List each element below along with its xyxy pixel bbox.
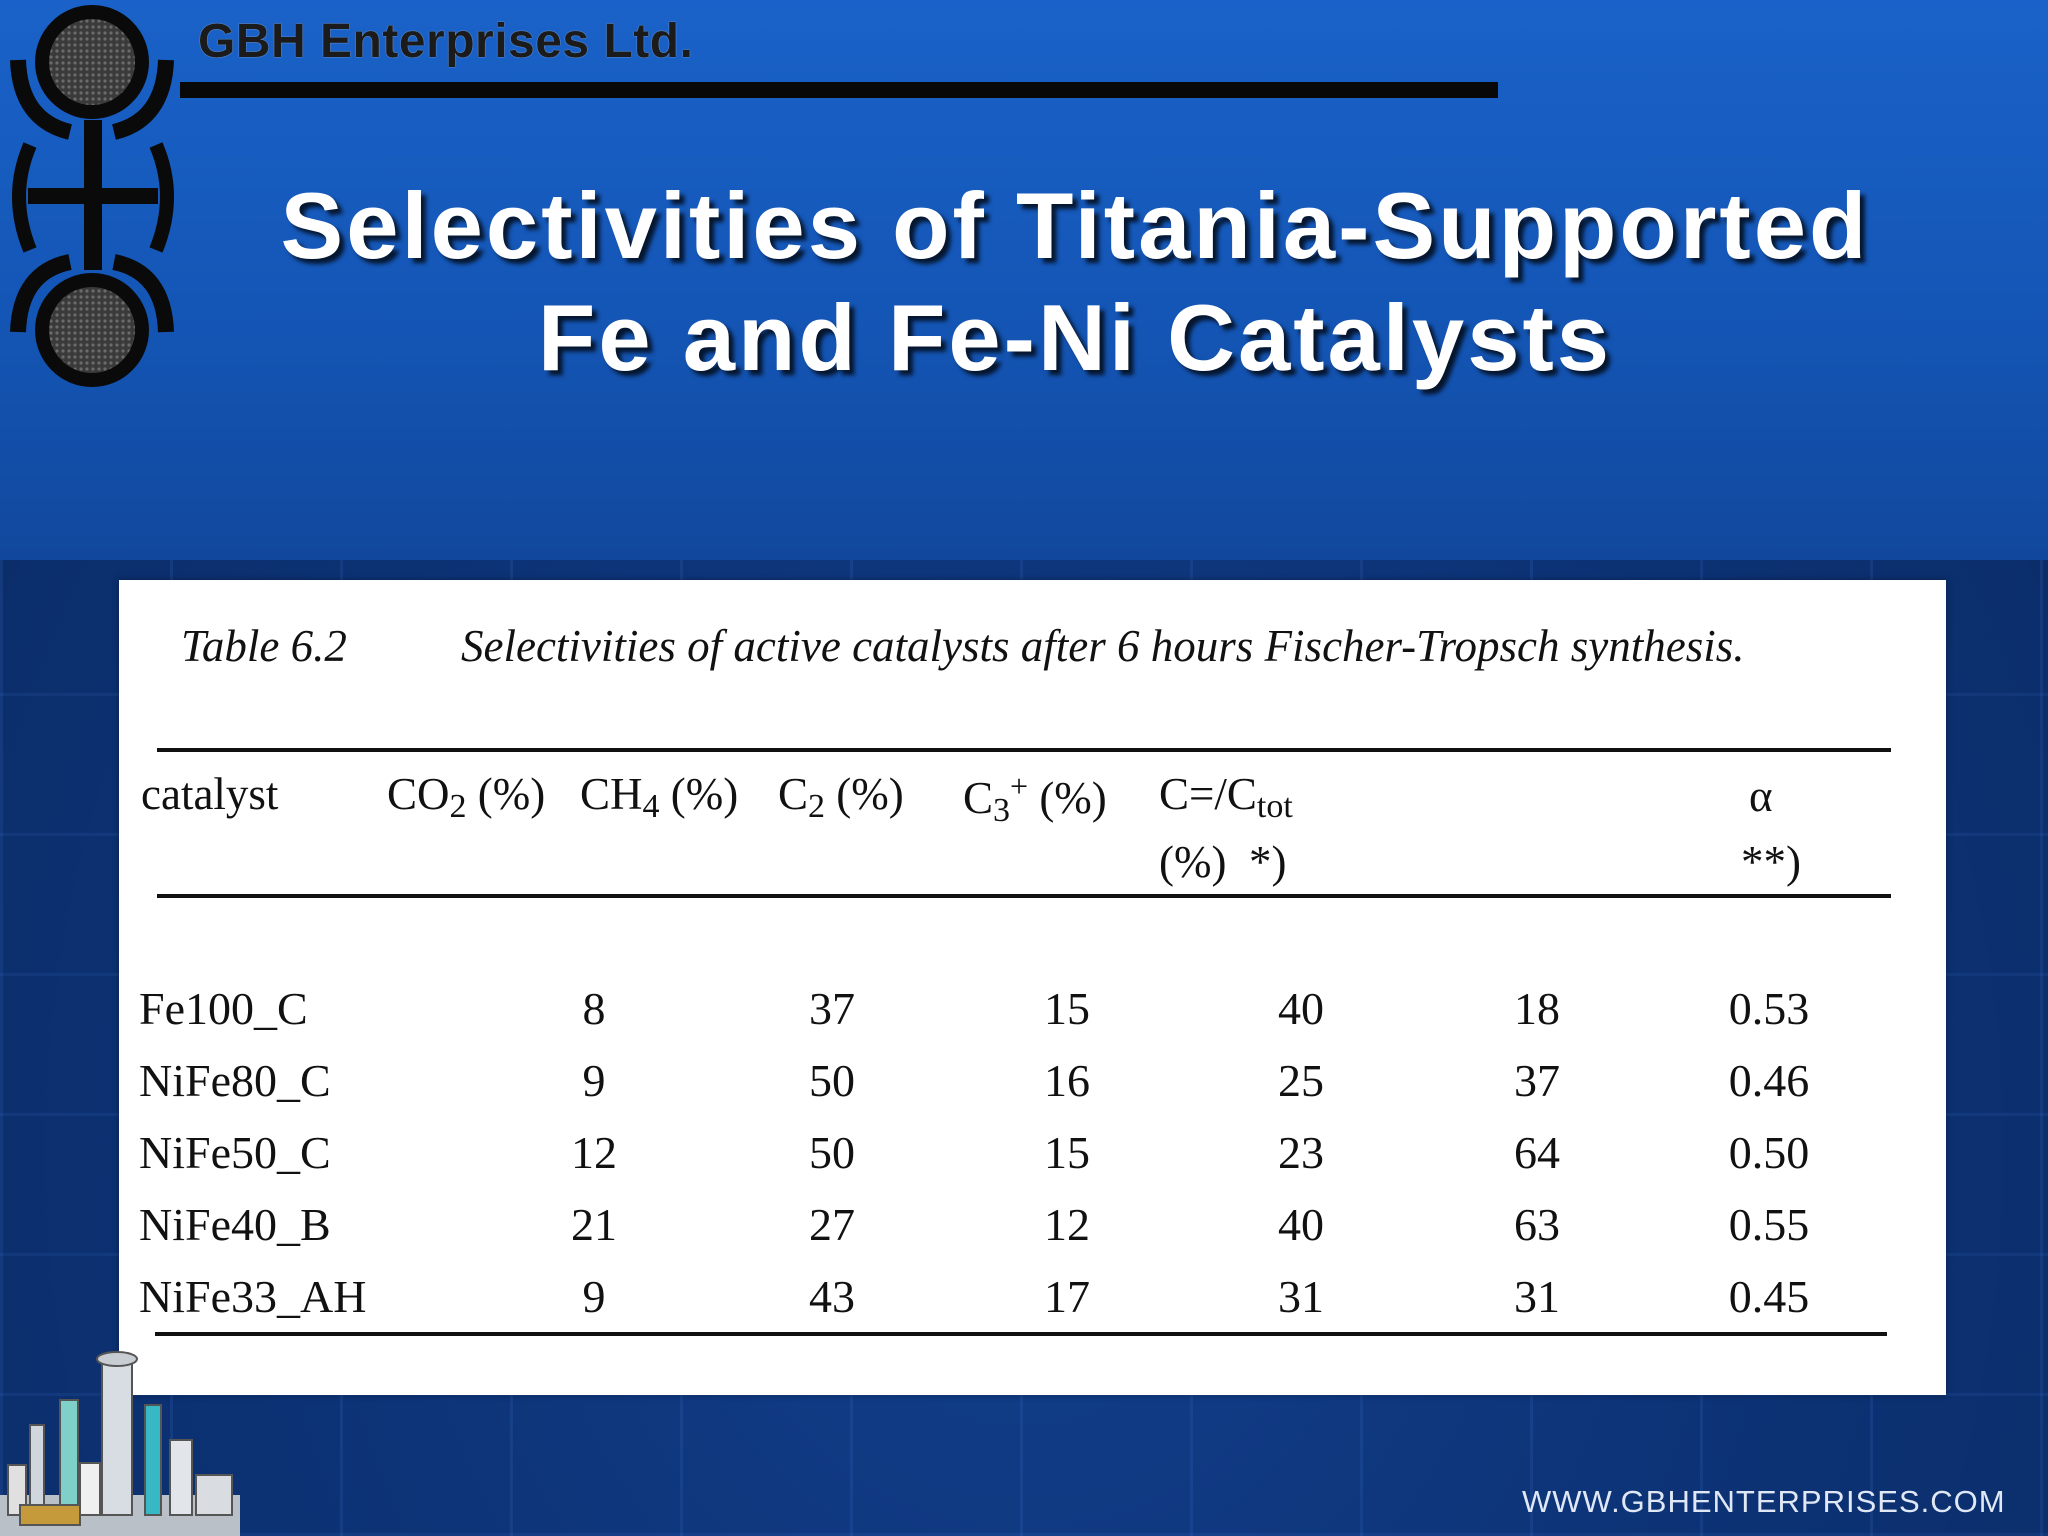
column-header: α	[1749, 770, 1773, 822]
column-header: C2 (%)	[778, 768, 904, 826]
header-divider	[180, 82, 1498, 98]
value-cell: 40	[1278, 983, 1324, 1034]
column-header-label: CH	[580, 769, 643, 819]
value-cell: 0.50	[1728, 1127, 1810, 1178]
value-cell: 21	[571, 1199, 617, 1250]
value-cell: 63	[1514, 1199, 1560, 1250]
table-header-rule	[157, 894, 1891, 898]
value-cell: 18	[1514, 983, 1560, 1034]
column-header-subscript: 3	[993, 792, 1011, 829]
value-cell: 12	[571, 1127, 617, 1178]
value-cell: 27	[809, 1199, 855, 1250]
column-header-label: C	[778, 769, 809, 819]
column-header: catalyst	[141, 768, 278, 820]
column-header: C=/Ctot	[1159, 768, 1293, 826]
column-header-unit: (%)	[659, 769, 739, 819]
catalyst-name-cell: NiFe80_C	[139, 1055, 331, 1106]
value-cell: 37	[1514, 1055, 1560, 1106]
value-cell: 0.55	[1728, 1199, 1810, 1250]
value-cell: 40	[1278, 1199, 1324, 1250]
slide-title-line-1: Selectivities of Titania-Supported	[280, 173, 1870, 278]
value-cell: 8	[582, 983, 606, 1034]
table-panel: Table 6.2 Selectivities of active cataly…	[119, 580, 1946, 1395]
value-cell: 31	[1278, 1271, 1324, 1322]
column-header-unit: (%)	[825, 769, 904, 819]
column-header-label: C=/C	[1159, 769, 1257, 819]
value-cell: 17	[1044, 1271, 1090, 1322]
value-cell: 12	[1044, 1199, 1090, 1250]
column-header-label: C	[963, 773, 994, 823]
value-cell: 64	[1514, 1127, 1560, 1178]
column-header: C3+ (%)	[963, 768, 1107, 830]
catalyst-name-cell: NiFe33_AH	[139, 1271, 367, 1322]
column-header-subscript: 2	[808, 788, 826, 825]
value-cell: 50	[809, 1055, 855, 1106]
column-header-subscript: 2	[449, 788, 467, 825]
company-logo-icon	[10, 5, 174, 387]
value-cell: 25	[1278, 1055, 1324, 1106]
table-caption: Selectivities of active catalysts after …	[461, 621, 1745, 671]
column-header-subscript: tot	[1256, 788, 1293, 825]
table-label: Table 6.2	[181, 621, 347, 671]
column-header: CH4 (%)	[580, 768, 738, 826]
column-header-line-2: **)	[1741, 837, 1801, 887]
refinery-illustration-icon	[0, 1351, 240, 1536]
column-header-label: catalyst	[141, 769, 279, 819]
value-cell: 0.45	[1728, 1271, 1810, 1322]
slide-title: Selectivities of Titania-Supported Fe an…	[180, 170, 1970, 394]
value-cell: 15	[1044, 983, 1090, 1034]
value-cell: 43	[809, 1271, 855, 1322]
slide-title-line-2: Fe and Fe-Ni Catalysts	[537, 285, 1613, 390]
company-name: GBH Enterprises Ltd.	[198, 15, 694, 68]
value-cell: 0.53	[1728, 983, 1810, 1034]
value-cell: 50	[809, 1127, 855, 1178]
value-cell: 9	[582, 1055, 606, 1106]
catalyst-name-cell: Fe100_C	[139, 983, 308, 1034]
catalyst-name-cell: NiFe40_B	[139, 1199, 331, 1250]
column-header-unit: (%)	[1028, 773, 1107, 823]
column-header-superscript: +	[1010, 768, 1029, 804]
value-cell: 31	[1514, 1271, 1560, 1322]
catalyst-name-cell: NiFe50_C	[139, 1127, 331, 1178]
column-header-unit: (%)	[466, 769, 546, 819]
value-cell: 16	[1044, 1055, 1090, 1106]
column-header-line-2: (%) *)	[1159, 837, 1287, 887]
value-cell: 23	[1278, 1127, 1324, 1178]
value-cell: 15	[1044, 1127, 1090, 1178]
table-top-rule	[157, 748, 1891, 752]
value-cell: 37	[809, 983, 855, 1034]
column-header-label: α	[1749, 771, 1773, 821]
column-header-label: CO	[387, 769, 450, 819]
column-header: CO2 (%)	[387, 768, 545, 826]
column-header-subscript: 4	[642, 788, 660, 825]
footer-website-link[interactable]: WWW.GBHENTERPRISES.COM	[1522, 1484, 2006, 1519]
table-bottom-rule	[155, 1332, 1887, 1336]
value-cell: 9	[582, 1271, 606, 1322]
value-cell: 0.46	[1728, 1055, 1810, 1106]
